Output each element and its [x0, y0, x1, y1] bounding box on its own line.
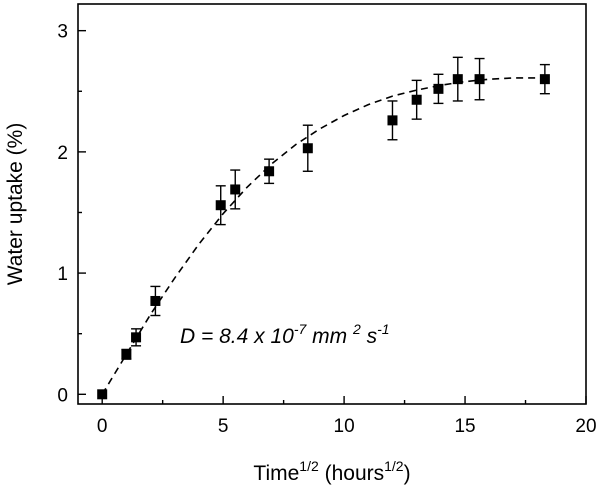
data-point — [131, 332, 142, 343]
x-tick-label: 15 — [454, 416, 475, 437]
ticks — [78, 29, 587, 404]
plot-frame — [77, 3, 587, 405]
data-point — [474, 74, 485, 85]
data-point — [150, 295, 161, 306]
data-point — [387, 115, 398, 126]
data-point — [411, 94, 422, 105]
x-axis-label: Time1/2 (hours1/2) — [253, 458, 410, 485]
x-tick-label: 0 — [97, 416, 108, 437]
data-point — [97, 389, 108, 400]
data-point — [452, 74, 463, 85]
diffusion-annotation: D = 8.4 x 10-7 mm 2 s-1 — [180, 321, 390, 348]
fit-curve — [101, 77, 545, 395]
data-point — [302, 143, 313, 154]
error-bars — [121, 56, 550, 360]
data-point — [230, 184, 241, 195]
data-point — [433, 83, 444, 94]
x-tick-label: 20 — [575, 416, 596, 437]
y-axis-label: Water uptake (%) — [4, 123, 27, 286]
x-tick-label: 5 — [218, 416, 229, 437]
y-tick-label: 2 — [57, 143, 68, 164]
y-tick-label: 1 — [57, 264, 68, 285]
y-tick-label: 3 — [57, 22, 68, 43]
y-tick-label: 0 — [57, 385, 68, 406]
data-point — [215, 200, 226, 211]
data-markers — [97, 74, 550, 400]
data-point — [121, 349, 132, 360]
data-point — [539, 74, 550, 85]
data-point — [264, 166, 275, 177]
x-tick-label: 10 — [334, 416, 355, 437]
tick-labels: 0 5 10 15 20 0 1 2 3 — [57, 22, 596, 437]
